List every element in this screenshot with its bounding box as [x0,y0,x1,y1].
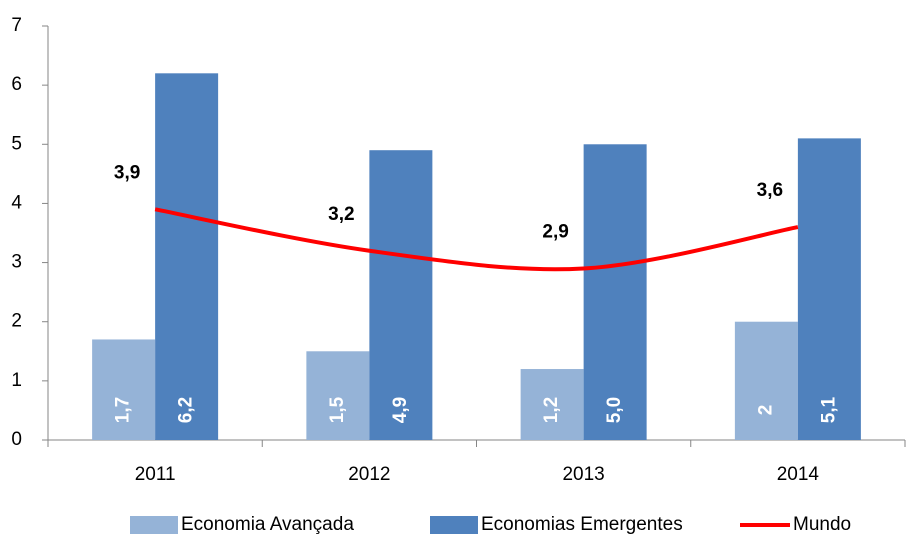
legend-label: Economias Emergentes [481,514,683,535]
y-tick-label: 6 [11,74,22,95]
y-tick-label: 1 [11,370,22,391]
y-tick-label: 5 [11,133,22,154]
bar-label: 5,0 [604,397,625,423]
bar [92,339,156,440]
bar-label: 5,1 [818,396,839,423]
line-label: 3,2 [328,204,354,225]
bar [797,138,861,440]
x-tick-label: 2011 [135,464,176,485]
bar-label: 1,7 [113,397,134,423]
y-tick-label: 7 [11,15,22,36]
bar [583,144,647,441]
x-tick-label: 2014 [777,464,820,485]
line [154,207,799,272]
y-tick-label: 0 [11,429,22,450]
x-tick-label: 2013 [562,464,604,485]
bar-label: 1,5 [327,396,348,423]
bar-label: 2 [755,405,776,416]
bar [155,73,219,441]
line-label: 3,9 [114,162,140,183]
bar [734,321,798,440]
y-tick-label: 2 [11,311,22,332]
line-label: 3,6 [757,180,783,201]
y-tick-label: 4 [11,192,22,213]
legend-label: Mundo [793,514,851,535]
bar-label: 6,2 [176,397,197,423]
legend-swatch [430,516,478,534]
legend-swatch [130,516,178,534]
line-label: 2,9 [542,222,568,243]
bar-label: 1,2 [541,397,562,423]
legend-label: Economia Avançada [181,514,354,535]
bar [369,150,433,440]
bar-label: 4,9 [390,397,411,423]
bar [520,369,584,440]
x-tick-label: 2012 [348,464,390,485]
bar [306,351,370,440]
y-tick-label: 3 [11,252,22,273]
